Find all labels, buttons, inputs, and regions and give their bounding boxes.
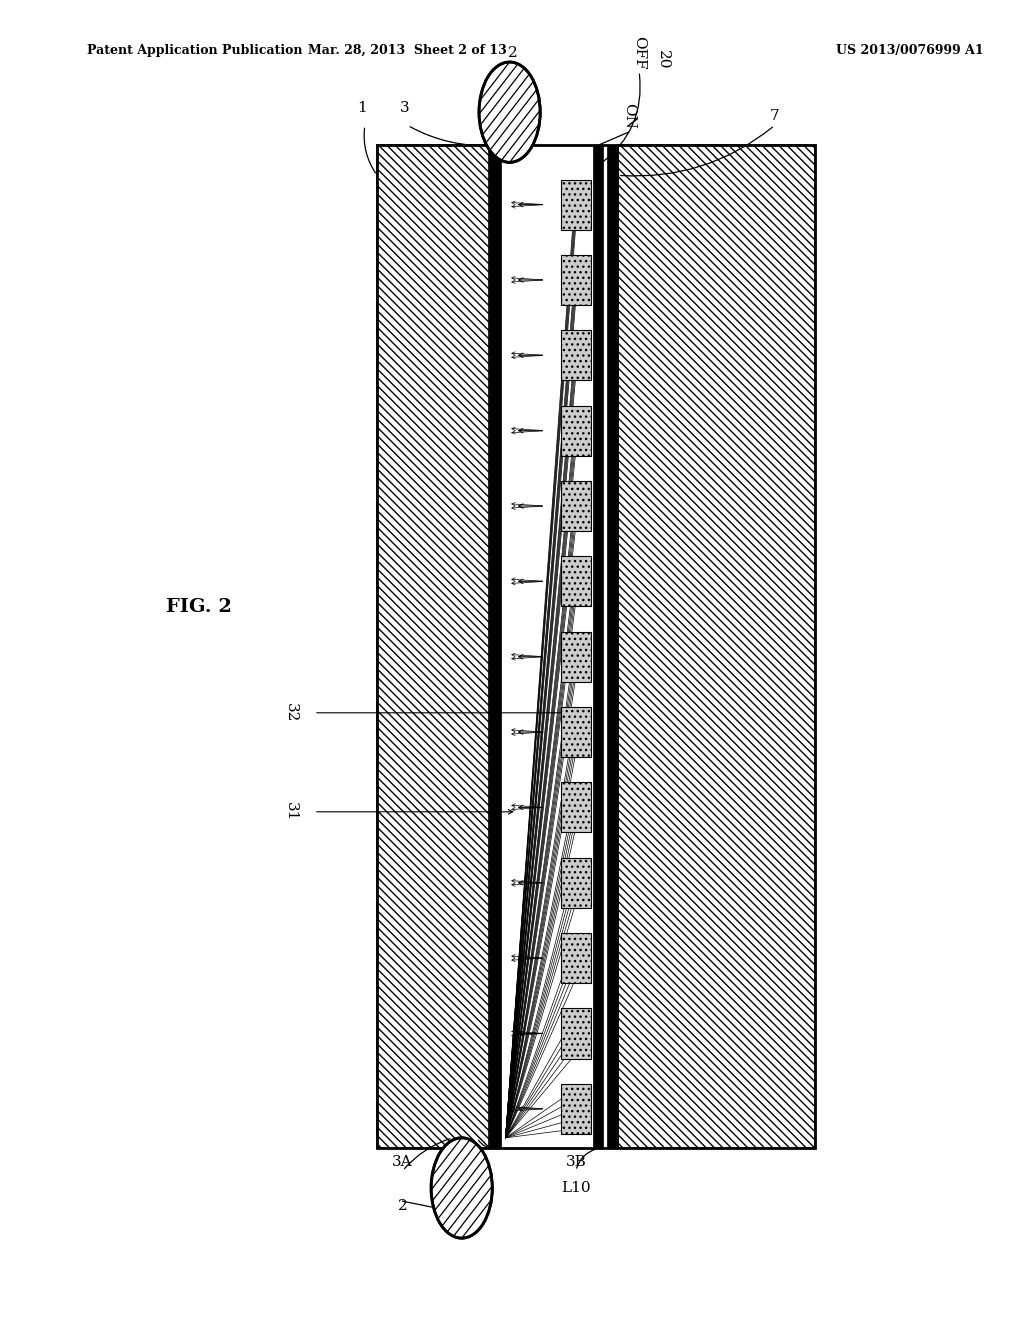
Text: 3B: 3B (565, 1155, 586, 1168)
Bar (560, 933, 591, 983)
Bar (560, 783, 591, 833)
Text: 20: 20 (655, 50, 670, 69)
Text: 3: 3 (399, 102, 410, 115)
Text: FIG. 2: FIG. 2 (166, 598, 231, 616)
Bar (617, 145, 815, 1148)
Text: 32: 32 (284, 704, 298, 722)
Text: Patent Application Publication: Patent Application Publication (87, 44, 302, 57)
Text: 2: 2 (508, 46, 517, 59)
Bar (560, 858, 591, 908)
Text: 1: 1 (357, 102, 367, 115)
Bar (560, 180, 591, 230)
Text: Mar. 28, 2013  Sheet 2 of 13: Mar. 28, 2013 Sheet 2 of 13 (308, 44, 507, 57)
Bar (560, 708, 591, 758)
Text: US 2013/0076999 A1: US 2013/0076999 A1 (836, 44, 983, 57)
Bar (560, 330, 591, 380)
Bar (560, 1084, 591, 1134)
Bar (560, 480, 591, 531)
Bar (593, 145, 603, 1148)
Bar (377, 145, 815, 1148)
Text: ON: ON (622, 103, 636, 129)
Text: OFF: OFF (444, 1204, 478, 1217)
Text: 3A: 3A (392, 1155, 413, 1168)
Bar (560, 405, 591, 455)
Text: 7: 7 (770, 110, 779, 123)
Bar (560, 255, 591, 305)
Text: 2: 2 (397, 1200, 408, 1213)
Text: 31: 31 (284, 803, 298, 821)
Bar (560, 556, 591, 606)
Bar (560, 632, 591, 682)
Bar (560, 1008, 591, 1059)
Bar (607, 145, 617, 1148)
Bar (489, 145, 502, 1148)
Bar (502, 145, 593, 1148)
Text: OFF: OFF (632, 36, 646, 70)
Text: L10: L10 (561, 1181, 591, 1195)
Ellipse shape (479, 62, 541, 162)
Bar (377, 145, 489, 1148)
Ellipse shape (431, 1138, 493, 1238)
